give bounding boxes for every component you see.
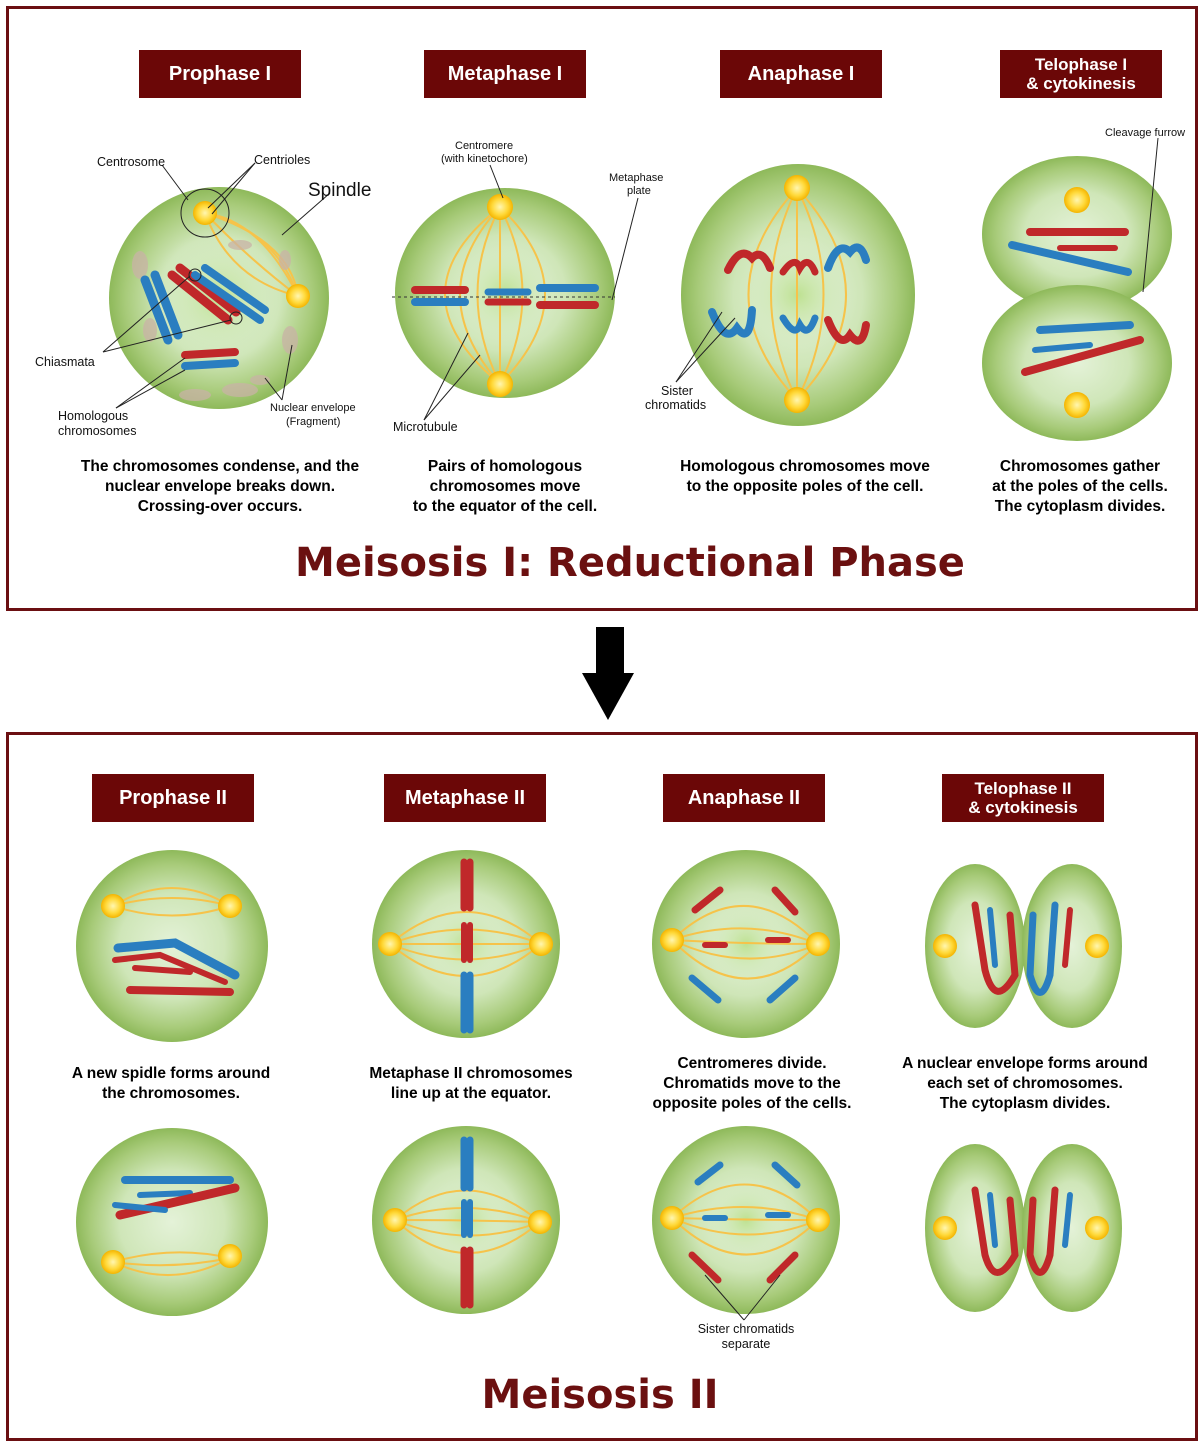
centrosome-icon bbox=[383, 1208, 407, 1232]
stage-label-metaphase-1: Metaphase I bbox=[424, 50, 586, 98]
chiasmata-label: Chiasmata bbox=[35, 355, 95, 369]
sister-chromatids-label-1: Sister bbox=[661, 384, 693, 398]
centrosome-icon bbox=[101, 894, 125, 918]
centrosome-icon bbox=[101, 1250, 125, 1274]
centrosome-icon bbox=[218, 1244, 242, 1268]
metaphase-1-cell bbox=[392, 188, 615, 398]
stage-label-telophase-1: Telophase I & cytokinesis bbox=[1000, 50, 1162, 98]
stage-label-anaphase-1: Anaphase I bbox=[720, 50, 882, 98]
centrosome-icon bbox=[286, 284, 310, 308]
centrosome-icon bbox=[1064, 187, 1090, 213]
telophase-2-cell-top bbox=[925, 864, 1122, 1028]
centrosome-icon bbox=[806, 932, 830, 956]
homologous-label-1: Homologous bbox=[58, 409, 128, 423]
sister-separate-label-1: Sister chromatids bbox=[698, 1322, 795, 1336]
section-title-meiosis-2: Meisosis II bbox=[0, 1372, 1200, 1418]
down-arrow-icon bbox=[582, 627, 634, 720]
centrosome-icon bbox=[933, 934, 957, 958]
stage-description-metaphase-1: Pairs of homologous chromosomes move to … bbox=[385, 457, 625, 517]
centrosome-label: Centrosome bbox=[97, 155, 165, 169]
homologous-label-2: chromosomes bbox=[58, 424, 137, 438]
centrosome-icon bbox=[806, 1208, 830, 1232]
stage-description-telophase-1: Chromosomes gather at the poles of the c… bbox=[975, 457, 1185, 517]
spindle-label: Spindle bbox=[308, 180, 371, 201]
stage-label-telophase-2: Telophase II & cytokinesis bbox=[942, 774, 1104, 822]
prophase-2-cell-bottom bbox=[76, 1128, 268, 1316]
centrosome-icon bbox=[933, 1216, 957, 1240]
anaphase-2-cell-top bbox=[652, 850, 840, 1038]
centromere-label-1: Centromere bbox=[455, 140, 513, 152]
centrosome-icon bbox=[378, 932, 402, 956]
metaphase-2-cell-bottom bbox=[372, 1126, 560, 1314]
cleavage-furrow-label: Cleavage furrow bbox=[1105, 127, 1185, 139]
stage-label-prophase-2: Prophase II bbox=[92, 774, 254, 822]
metaphase-2-cell-top bbox=[372, 850, 560, 1038]
telophase-1-cell bbox=[982, 156, 1172, 441]
centrosome-icon bbox=[1085, 934, 1109, 958]
centrosome-icon bbox=[1064, 392, 1090, 418]
nuclear-envelope-label-2: (Fragment) bbox=[286, 416, 340, 428]
centrosome-icon bbox=[487, 194, 513, 220]
centrosome-icon bbox=[660, 928, 684, 952]
centromere-label-2: (with kinetochore) bbox=[441, 153, 528, 165]
metaphase-plate-label-1: Metaphase bbox=[609, 172, 663, 184]
stage-label-anaphase-2: Anaphase II bbox=[663, 774, 825, 822]
stage-description-anaphase-2: Centromeres divide. Chromatids move to t… bbox=[630, 1054, 874, 1114]
centrosome-icon bbox=[487, 371, 513, 397]
stage-label-prophase-1: Prophase I bbox=[139, 50, 301, 98]
prophase-2-cell-top bbox=[76, 850, 268, 1042]
telophase-2-cell-bottom bbox=[925, 1144, 1122, 1312]
stage-description-prophase-1: The chromosomes condense, and the nuclea… bbox=[50, 457, 390, 517]
centrosome-icon bbox=[784, 387, 810, 413]
centrosome-icon bbox=[1085, 1216, 1109, 1240]
anaphase-2-cell-bottom bbox=[652, 1126, 840, 1314]
section-title-meiosis-1: Meisosis I: Reductional Phase bbox=[30, 540, 1200, 586]
stage-label-metaphase-2: Metaphase II bbox=[384, 774, 546, 822]
centrosome-icon bbox=[660, 1206, 684, 1230]
sister-separate-label-2: separate bbox=[722, 1337, 771, 1351]
stage-description-prophase-2: A new spidle forms around the chromosome… bbox=[40, 1064, 302, 1104]
stage-description-metaphase-2: Metaphase II chromosomes line up at the … bbox=[340, 1064, 602, 1104]
centrosome-icon bbox=[529, 932, 553, 956]
centrosome-icon bbox=[784, 175, 810, 201]
nuclear-envelope-label-1: Nuclear envelope bbox=[270, 402, 356, 414]
sister-chromatids-label-2: chromatids bbox=[645, 398, 706, 412]
stage-description-telophase-2: A nuclear envelope forms around each set… bbox=[880, 1054, 1170, 1114]
microtubule-label: Microtubule bbox=[393, 420, 458, 434]
centrosome-icon bbox=[218, 894, 242, 918]
anaphase-1-cell bbox=[681, 164, 915, 426]
centrioles-label: Centrioles bbox=[254, 153, 310, 167]
stage-description-anaphase-1: Homologous chromosomes move to the oppos… bbox=[655, 457, 955, 497]
prophase-1-cell bbox=[109, 187, 329, 409]
centrosome-icon bbox=[528, 1210, 552, 1234]
metaphase-plate-label-2: plate bbox=[627, 185, 651, 197]
